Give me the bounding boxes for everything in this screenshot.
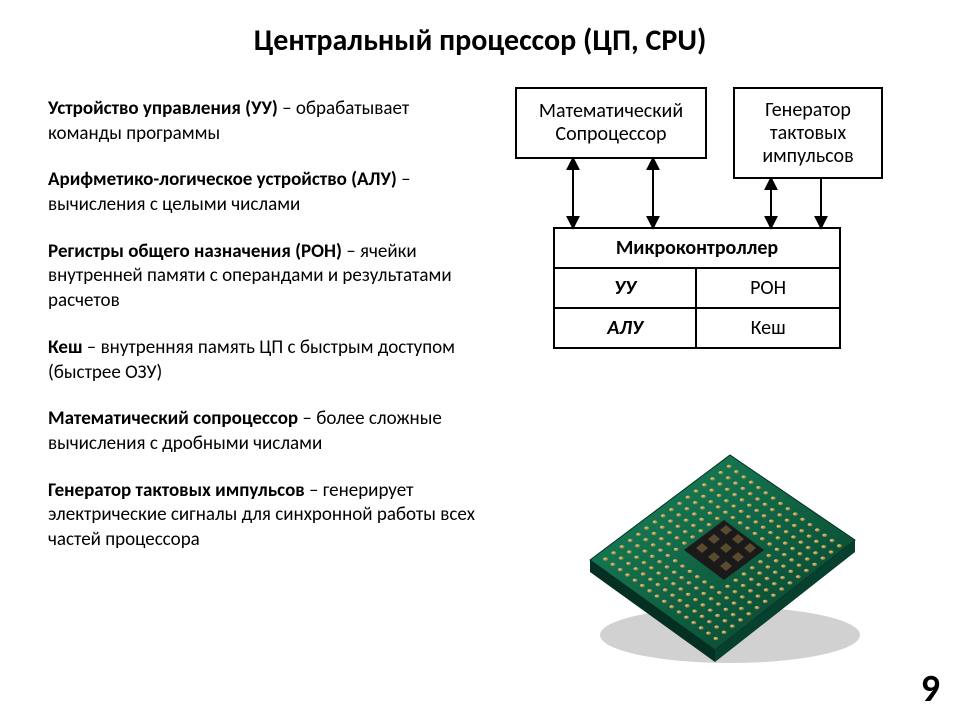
cpu-diagram: Математический Сопроцессор Генератор такт…	[493, 87, 913, 377]
definition-term: Устройство управления (УУ)	[48, 97, 278, 120]
definition-term: Кеш	[48, 336, 83, 359]
definition-item: Арифметико-логическое устройство (АЛУ) –…	[48, 168, 483, 217]
definitions-column: Устройство управления (УУ) – обрабатывае…	[48, 77, 483, 575]
definition-item: Регистры общего назначения (РОН) – ячейк…	[48, 240, 483, 314]
definition-term: Арифметико-логическое устройство (АЛУ)	[48, 168, 397, 191]
mc-header: Микроконтроллер	[554, 228, 840, 268]
definition-item: Математический сопроцессор – более сложн…	[48, 407, 483, 456]
cpu-chip-image	[560, 420, 880, 680]
page-number: 9	[921, 666, 940, 712]
mc-cell: УУ	[554, 268, 696, 308]
definition-item: Генератор тактовых импульсов – генерируе…	[48, 479, 483, 553]
definition-item: Устройство управления (УУ) – обрабатывае…	[48, 97, 483, 146]
mc-cell: АЛУ	[554, 308, 696, 348]
microcontroller-table: МикроконтроллерУУРОНАЛУКеш	[553, 227, 841, 349]
mc-cell: РОН	[696, 268, 840, 308]
mc-cell: Кеш	[696, 308, 840, 348]
page-title: Центральный процессор (ЦП, CPU)	[0, 0, 960, 77]
definition-term: Математический сопроцессор	[48, 407, 298, 430]
diagram-box: Генератор тактовых импульсов	[733, 87, 883, 179]
definition-term: Генератор тактовых импульсов	[48, 479, 305, 502]
definition-item: Кеш – внутренняя память ЦП с быстрым дос…	[48, 336, 483, 385]
diagram-box: Математический Сопроцессор	[515, 87, 707, 159]
definition-desc: – внутренняя память ЦП с быстрым доступо…	[48, 336, 455, 384]
definition-term: Регистры общего назначения (РОН)	[48, 240, 342, 263]
